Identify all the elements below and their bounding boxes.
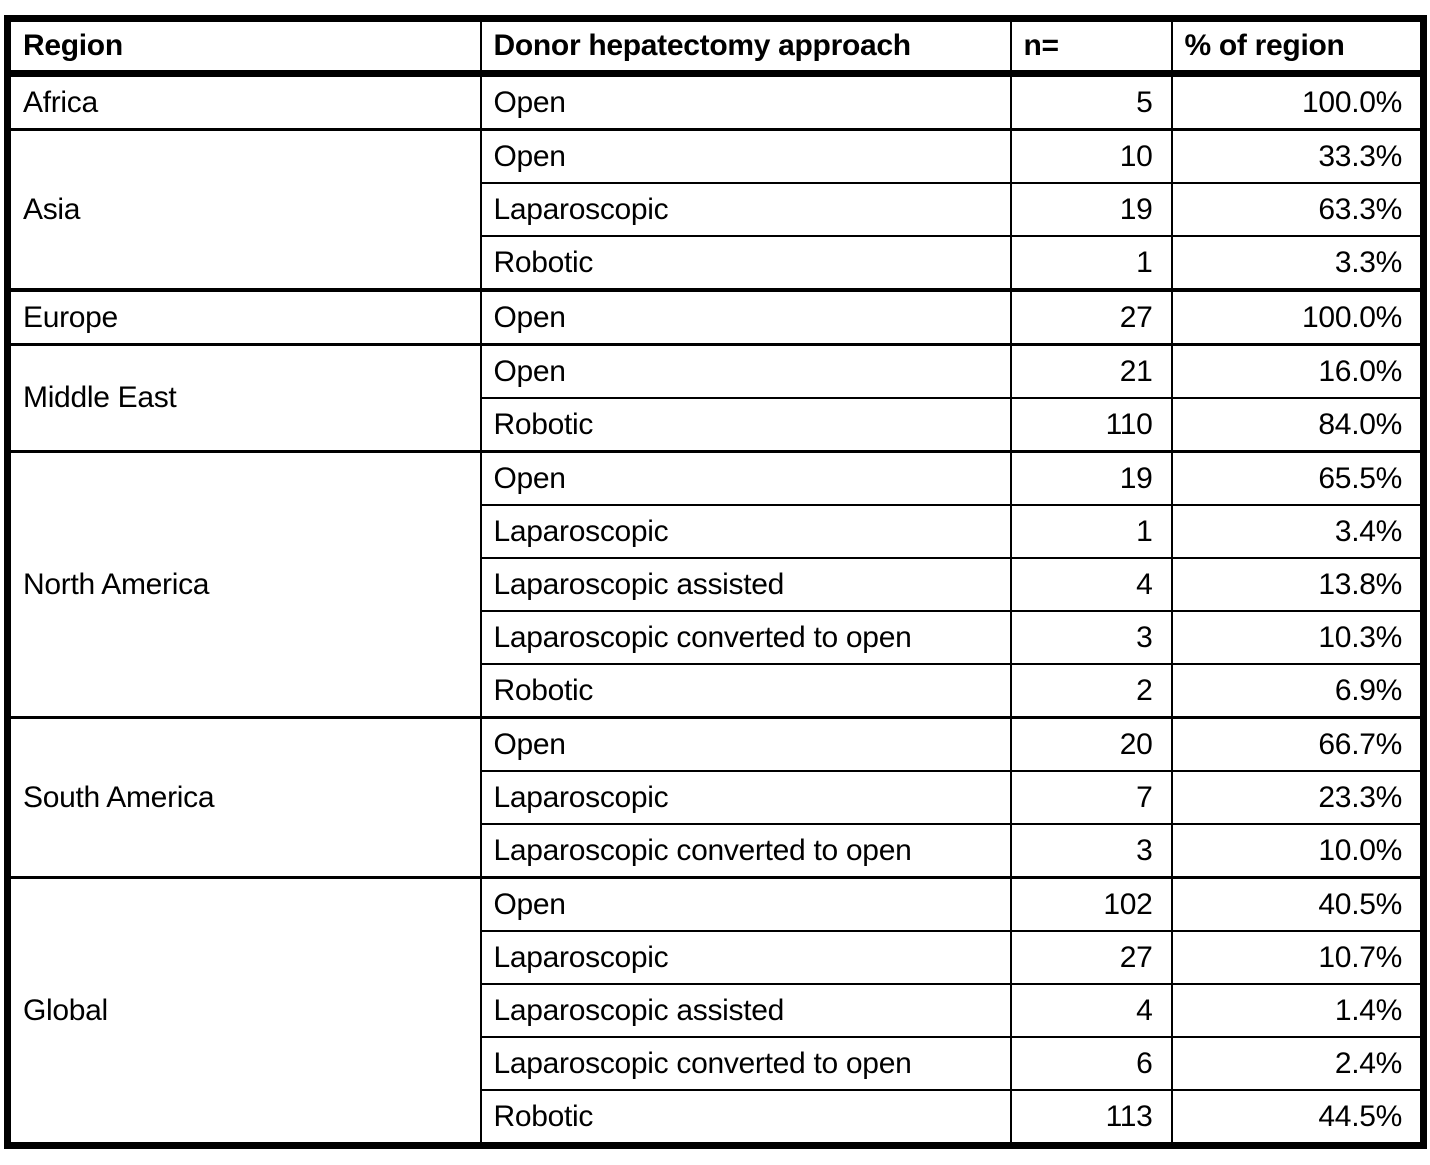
approach-cell: Laparoscopic xyxy=(479,182,1012,237)
n-cell: 5 xyxy=(1009,72,1173,131)
approach-cell: Laparoscopic converted to open xyxy=(479,1036,1012,1091)
approach-cell: Laparoscopic assisted xyxy=(479,557,1012,612)
pct-cell: 23.3% xyxy=(1170,770,1425,825)
n-cell: 1 xyxy=(1009,235,1173,291)
pct-cell: 84.0% xyxy=(1170,397,1425,453)
n-cell: 19 xyxy=(1009,182,1173,237)
approach-cell: Robotic xyxy=(479,235,1012,291)
table-row: Robotic 113 44.5% xyxy=(8,1089,1425,1147)
pct-cell: 6.9% xyxy=(1170,663,1425,719)
pct-cell: 100.0% xyxy=(1170,72,1425,131)
n-cell: 21 xyxy=(1009,343,1173,399)
approach-cell: Laparoscopic xyxy=(479,770,1012,825)
table-row: Laparoscopic converted to open 6 2.4% xyxy=(8,1036,1425,1091)
table-row: Laparoscopic converted to open 3 10.3% xyxy=(8,610,1425,665)
pct-cell: 13.8% xyxy=(1170,557,1425,612)
n-cell: 113 xyxy=(1009,1089,1173,1147)
n-cell: 27 xyxy=(1009,288,1173,346)
table-row: Laparoscopic 1 3.4% xyxy=(8,504,1425,559)
approach-cell: Laparoscopic converted to open xyxy=(479,610,1012,665)
table-row: Laparoscopic converted to open 3 10.0% xyxy=(8,823,1425,879)
table-row: Laparoscopic 7 23.3% xyxy=(8,770,1425,825)
region-cell: Global xyxy=(6,876,482,1147)
approach-cell: Laparoscopic xyxy=(479,504,1012,559)
approach-cell: Laparoscopic assisted xyxy=(479,983,1012,1038)
region-cell: Asia xyxy=(6,128,482,291)
table-row: Europe Open 27 100.0% xyxy=(6,288,1425,346)
pct-cell: 44.5% xyxy=(1170,1089,1425,1147)
table-row: Laparoscopic 27 10.7% xyxy=(8,930,1425,985)
n-cell: 4 xyxy=(1009,557,1173,612)
pct-cell: 3.4% xyxy=(1170,504,1425,559)
pct-cell: 65.5% xyxy=(1170,450,1425,506)
region-cell: South America xyxy=(6,716,482,879)
table-header-row: Region Donor hepatectomy approach n=% of r… xyxy=(6,17,1425,77)
n-cell: 3 xyxy=(1009,823,1173,879)
n-cell: 110 xyxy=(1009,397,1173,453)
pct-cell: 10.0% xyxy=(1170,823,1425,879)
pct-cell: 10.7% xyxy=(1170,930,1425,985)
pct-cell: 40.5% xyxy=(1170,876,1425,932)
region-cell: North America xyxy=(6,450,482,719)
n-cell: 27 xyxy=(1009,930,1173,985)
approach-cell: Laparoscopic xyxy=(479,930,1012,985)
table-row: Africa Open 5 100.0% xyxy=(6,72,1425,131)
n-cell: 6 xyxy=(1009,1036,1173,1091)
table-row: South America Open 20 66.7% xyxy=(6,716,1425,879)
approach-cell: Open xyxy=(479,72,1012,131)
header-cell-pct: % of region xyxy=(1170,17,1425,77)
approach-cell: Robotic xyxy=(479,663,1012,719)
n-cell: 7 xyxy=(1009,770,1173,825)
table-row: Robotic 1 3.3% xyxy=(8,235,1425,291)
pct-cell: 3.3% xyxy=(1170,235,1425,291)
approach-cell: Robotic xyxy=(479,397,1012,453)
pct-cell: 66.7% xyxy=(1170,716,1425,772)
n-cell: 2 xyxy=(1009,663,1173,719)
region-cell: Africa xyxy=(6,72,482,131)
table-row: Robotic 110 84.0% xyxy=(8,397,1425,453)
pct-cell: 16.0% xyxy=(1170,343,1425,399)
n-cell: 1 xyxy=(1009,504,1173,559)
pct-cell: 63.3% xyxy=(1170,182,1425,237)
table-row: Laparoscopic assisted 4 1.4% xyxy=(8,983,1425,1038)
pct-cell: 10.3% xyxy=(1170,610,1425,665)
table-row: Laparoscopic assisted 4 13.8% xyxy=(8,557,1425,612)
header-cell-approach: Donor hepatectomy approach xyxy=(479,17,1012,77)
pct-cell: 2.4% xyxy=(1170,1036,1425,1091)
n-cell: 4 xyxy=(1009,983,1173,1038)
region-cell: Europe xyxy=(6,288,482,346)
approach-cell: Laparoscopic converted to open xyxy=(479,823,1012,879)
n-cell: 10 xyxy=(1009,128,1173,184)
region-cell: Middle East xyxy=(6,343,482,453)
approach-cell: Open xyxy=(479,450,1012,506)
table-row: North America Open 19 65.5% xyxy=(6,450,1425,719)
pct-cell: 33.3% xyxy=(1170,128,1425,184)
approach-cell: Robotic xyxy=(479,1089,1012,1147)
header-cell-region: Region xyxy=(6,17,482,77)
table-row: Laparoscopic 19 63.3% xyxy=(8,182,1425,237)
header-cell-n: n= xyxy=(1009,17,1173,77)
table-row: Asia Open 10 33.3% xyxy=(6,128,1425,291)
table-row: Robotic 2 6.9% xyxy=(8,663,1425,719)
approach-cell: Open xyxy=(479,343,1012,399)
approach-cell: Open xyxy=(479,716,1012,772)
table-page: Region Donor hepatectomy approach n=% of r… xyxy=(0,15,1430,1165)
n-cell: 19 xyxy=(1009,450,1173,506)
table-row: Middle East Open 21 16.0% xyxy=(6,343,1425,453)
n-cell: 3 xyxy=(1009,610,1173,665)
n-cell: 102 xyxy=(1009,876,1173,932)
pct-cell: 100.0% xyxy=(1170,288,1425,346)
approach-cell: Open xyxy=(479,128,1012,184)
pct-cell: 1.4% xyxy=(1170,983,1425,1038)
approach-cell: Open xyxy=(479,288,1012,346)
table-row: Global Open 102 40.5% xyxy=(6,876,1425,1147)
hepatectomy-approach-table: Region Donor hepatectomy approach n=% of r… xyxy=(4,15,1427,1149)
n-cell: 20 xyxy=(1009,716,1173,772)
approach-cell: Open xyxy=(479,876,1012,932)
